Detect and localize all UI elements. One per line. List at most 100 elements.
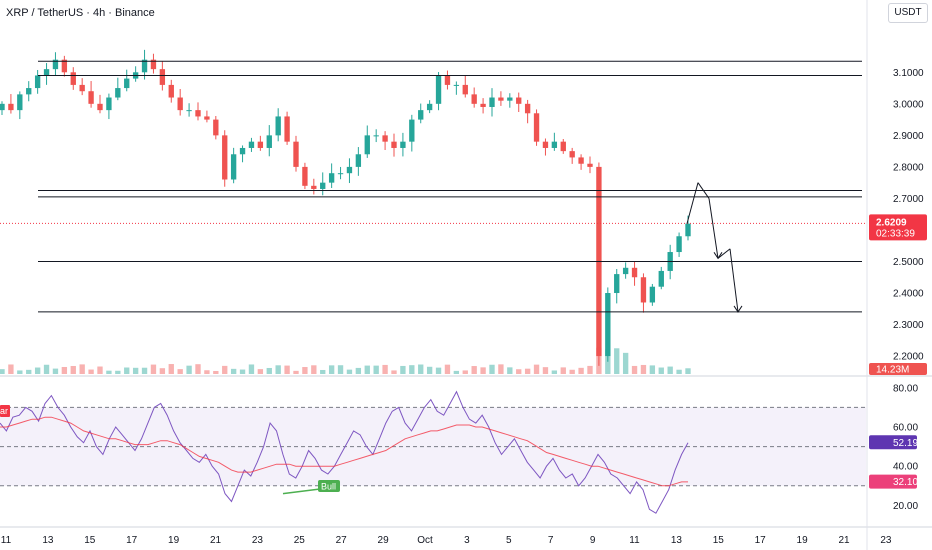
candle-body[interactable] (124, 78, 130, 89)
candle-body[interactable] (150, 59, 157, 70)
candle-body[interactable] (498, 97, 504, 101)
candle-body[interactable] (676, 236, 682, 253)
candle-body[interactable] (631, 267, 638, 278)
candle-body[interactable] (391, 141, 397, 148)
candle-body[interactable] (302, 166, 308, 186)
rsi-line[interactable] (0, 390, 689, 514)
candle-body[interactable] (418, 110, 424, 120)
candle-body[interactable] (320, 182, 326, 189)
candle-body[interactable] (186, 110, 192, 112)
candle-body[interactable] (542, 141, 549, 148)
candle-body[interactable] (213, 119, 219, 136)
candle-body[interactable] (578, 157, 584, 164)
candle-body[interactable] (640, 277, 647, 303)
candle-body[interactable] (0, 103, 5, 111)
candle-body[interactable] (70, 72, 76, 85)
candle-body[interactable] (97, 103, 103, 111)
candle-body[interactable] (685, 223, 691, 237)
time-tick-label: 19 (797, 535, 809, 546)
candle-body[interactable] (480, 103, 486, 107)
candle-body[interactable] (649, 286, 656, 303)
projection-segment[interactable] (697, 182, 710, 199)
candle-body[interactable] (61, 59, 68, 73)
time-tick-label: 21 (838, 535, 850, 546)
projection-segment[interactable] (717, 248, 731, 259)
candle-body[interactable] (622, 267, 629, 275)
candle-body[interactable] (230, 154, 237, 180)
candle-body[interactable] (409, 119, 415, 142)
candle-body[interactable] (400, 141, 406, 148)
price-pane[interactable] (0, 49, 866, 374)
candle-body[interactable] (79, 84, 85, 92)
volume-bar (195, 364, 201, 374)
candle-body[interactable] (204, 116, 210, 120)
candle-body[interactable] (177, 97, 183, 111)
projection-segment[interactable] (686, 182, 699, 224)
candle-body[interactable] (471, 94, 477, 104)
candle-body[interactable] (159, 69, 166, 85)
candle-body[interactable] (222, 135, 228, 180)
candle-body[interactable] (587, 163, 593, 167)
projection-segment[interactable] (729, 248, 739, 312)
bull-label: Bull (321, 482, 336, 492)
candle-body[interactable] (364, 135, 370, 155)
candle-body[interactable] (355, 154, 362, 167)
candle-body[interactable] (533, 113, 540, 142)
candle-body[interactable] (337, 173, 344, 175)
projection-segment[interactable] (708, 198, 719, 259)
candle-body[interactable] (239, 147, 246, 155)
candle-body[interactable] (17, 94, 23, 111)
volume-bar (569, 369, 575, 374)
candle-body[interactable] (168, 84, 174, 98)
candle-body[interactable] (248, 141, 255, 148)
candle-body[interactable] (257, 141, 264, 148)
candle-body[interactable] (328, 173, 335, 183)
candle-body[interactable] (311, 185, 317, 189)
volume-bar (257, 369, 264, 374)
candle-body[interactable] (266, 135, 272, 148)
time-tick-label: 13 (42, 535, 54, 546)
candle-body[interactable] (426, 103, 433, 111)
volume-bar (0, 369, 5, 374)
volume-bar (658, 367, 664, 374)
candle-body[interactable] (489, 97, 495, 107)
rsi-pane[interactable]: Bull ar (0, 390, 866, 514)
rsi-ma-line[interactable] (0, 416, 688, 487)
candle-body[interactable] (453, 84, 460, 86)
candle-body[interactable] (435, 75, 442, 104)
candle-body[interactable] (382, 135, 388, 142)
candle-body[interactable] (195, 110, 201, 117)
volume-bar (400, 365, 406, 374)
candle-body[interactable] (605, 293, 611, 357)
candle-body[interactable] (106, 97, 112, 111)
candle-body[interactable] (34, 75, 41, 89)
currency-selector[interactable]: USDT (888, 3, 928, 23)
price-tick-label: 2.9000 (893, 131, 924, 142)
candle-body[interactable] (462, 84, 468, 95)
candle-body[interactable] (284, 116, 290, 142)
candle-body[interactable] (293, 141, 299, 167)
candle-body[interactable] (516, 97, 522, 104)
candle-body[interactable] (275, 116, 281, 136)
candle-body[interactable] (141, 59, 148, 73)
candle-body[interactable] (569, 151, 575, 158)
candle-body[interactable] (43, 69, 50, 76)
candle-body[interactable] (8, 103, 14, 111)
candle-body[interactable] (560, 141, 566, 152)
volume-bar (177, 369, 183, 374)
candle-body[interactable] (614, 274, 620, 294)
candle-body[interactable] (444, 75, 451, 85)
candle-body[interactable] (26, 88, 32, 95)
volume-bar (88, 369, 94, 374)
candle-body[interactable] (88, 91, 94, 104)
candle-body[interactable] (52, 59, 59, 70)
candle-body[interactable] (658, 270, 664, 287)
candle-body[interactable] (507, 97, 513, 101)
candle-body[interactable] (346, 166, 353, 174)
candle-body[interactable] (551, 141, 558, 148)
volume-bar (373, 365, 379, 374)
candle-body[interactable] (524, 103, 531, 114)
candle-body[interactable] (373, 135, 379, 137)
candle-body[interactable] (115, 88, 121, 98)
